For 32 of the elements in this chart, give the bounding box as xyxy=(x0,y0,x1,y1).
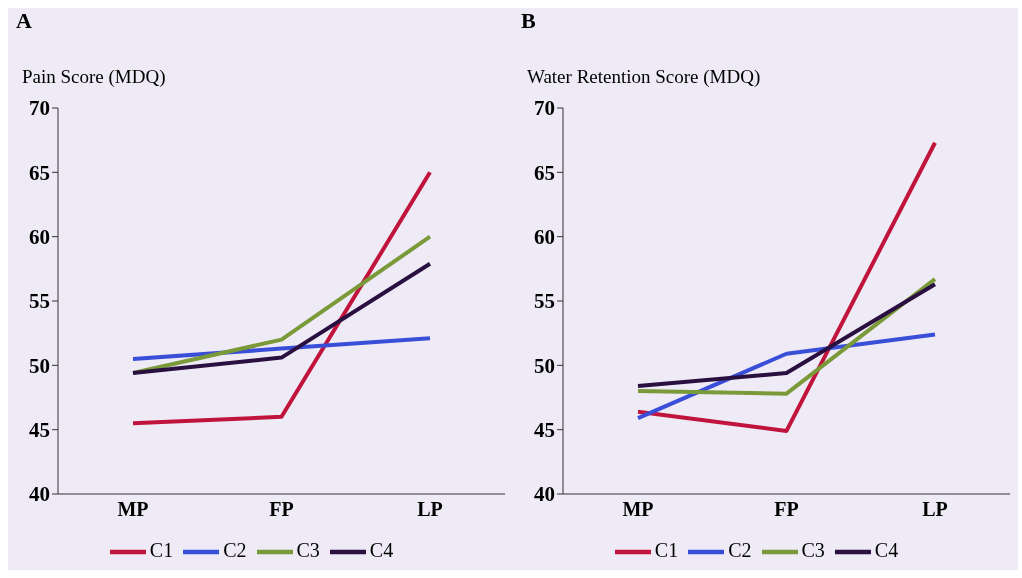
y-tick-label: 55 xyxy=(29,289,50,314)
legend-label: C2 xyxy=(728,538,752,561)
chart-title: A xyxy=(16,8,32,34)
x-tick-label: LP xyxy=(417,498,443,521)
y-axis-title: Pain Score (MDQ) xyxy=(22,66,166,88)
y-tick-label: 70 xyxy=(534,96,555,121)
y-axis-title: Water Retention Score (MDQ) xyxy=(527,66,761,88)
y-tick-label: 50 xyxy=(29,353,50,378)
legend-label: C3 xyxy=(801,538,825,561)
y-tick-label: 60 xyxy=(29,225,50,250)
y-tick-label: 40 xyxy=(29,482,50,507)
y-tick-label: 65 xyxy=(534,160,555,185)
x-tick-label: FP xyxy=(269,498,294,521)
x-tick-label: LP xyxy=(922,498,948,521)
legend-label: C4 xyxy=(874,538,899,561)
y-tick-label: 65 xyxy=(29,160,50,185)
x-tick-label: MP xyxy=(117,498,149,521)
y-tick-label: 45 xyxy=(29,418,50,443)
legend-label: C2 xyxy=(223,538,247,561)
chart-title: B xyxy=(521,8,536,34)
legend-label: C1 xyxy=(149,538,174,561)
y-tick-label: 50 xyxy=(534,353,555,378)
legend-label: C1 xyxy=(654,538,679,561)
y-tick-label: 70 xyxy=(29,96,50,121)
legend-label: C3 xyxy=(296,538,320,561)
x-tick-label: FP xyxy=(774,498,799,521)
x-tick-label: MP xyxy=(622,498,654,521)
y-tick-label: 55 xyxy=(534,289,555,314)
y-tick-label: 60 xyxy=(534,225,555,250)
legend-label: C4 xyxy=(369,538,394,561)
y-tick-label: 45 xyxy=(534,418,555,443)
y-tick-label: 40 xyxy=(534,482,555,507)
